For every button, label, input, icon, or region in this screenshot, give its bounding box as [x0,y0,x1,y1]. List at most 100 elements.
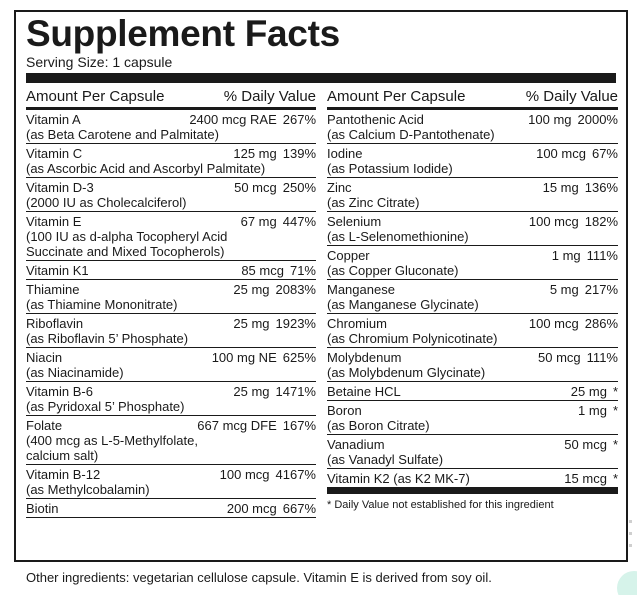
nutrient-name: Molybdenum [327,350,402,365]
nutrient-daily-value: 250% [282,180,316,195]
right-column-header: Amount Per Capsule % Daily Value [327,86,618,110]
footnote-divider [327,488,618,494]
nutrient-row: Biotin 200 mcg 667% [26,499,316,518]
serving-size: Serving Size: 1 capsule [26,54,173,70]
nutrient-amount: 50 mcg [564,437,607,452]
nutrient-amount: 1 mg [551,248,581,263]
nutrient-name: Pantothenic Acid [327,112,424,127]
nutrient-row: Betaine HCL 25 mg * [327,382,618,401]
nutrient-name: Vitamin K2 (as K2 MK-7) [327,471,470,486]
nutrient-amount: 25 mg [233,316,270,331]
nutrient-amount: 100 mg [528,112,572,127]
nutrient-source: (as Potassium Iodide) [327,161,453,176]
decorative-dots [629,520,633,550]
nutrient-daily-value: 139% [282,146,316,161]
nutrient-amount: 200 mcg [226,501,277,516]
nutrient-name: Betaine HCL [327,384,401,399]
nutrient-amount: 15 mcg [564,471,607,486]
nutrient-amount: 15 mg [542,180,579,195]
nutrient-daily-value: * [612,403,618,418]
nutrient-row: Folate 667 mcg DFE 167% (400 mcg as L-5-Met… [26,416,316,465]
nutrient-source: (as Calcium D-Pantothenate) [327,127,495,142]
nutrient-amount: 100 mcg [528,214,579,229]
nutrient-name: Vitamin D-3 [26,180,94,195]
nutrient-daily-value: 217% [584,282,618,297]
nutrient-daily-value: 136% [584,180,618,195]
nutrient-amount: 50 mcg [234,180,277,195]
panel-title: Supplement Facts [26,13,340,54]
nutrient-source: Succinate and Mixed Tocopherols) [26,244,225,259]
nutrient-row: Vitamin D-3 50 mcg 250% (2000 IU as Choleca… [26,178,316,212]
nutrient-name: Vitamin B-12 [26,467,101,482]
nutrient-amount: 100 mcg [536,146,586,161]
nutrient-row: Vitamin B-6 25 mg 1471% (as Pyridoxal 5’ Ph… [26,382,316,416]
nutrient-row: Boron 1 mg * (as Boron Citrate) [327,401,618,435]
nutrient-row: Vitamin C 125 mg 139% (as Ascorbic Acid and… [26,144,316,178]
nutrient-name: Folate [26,418,63,433]
nutrient-daily-value: 447% [282,214,316,229]
nutrient-amount: 25 mg [570,384,607,399]
nutrient-daily-value: 111% [586,248,618,263]
nutrient-source: (as Chromium Polynicotinate) [327,331,498,346]
nutrient-source: (as Pyridoxal 5’ Phosphate) [26,399,185,414]
nutrient-source: (400 mcg as L-5-Methylfolate, [26,433,198,448]
nutrient-row: Vanadium 50 mcg * (as Vanadyl Sulfate) [327,435,618,469]
nutrient-row: Zinc 15 mg 136% (as Zinc Citrate) [327,178,618,212]
nutrient-source: (as Niacinamide) [26,365,124,380]
decorative-circle [617,571,637,595]
amount-header: Amount Per Capsule [26,88,165,105]
nutrient-name: Boron [327,403,362,418]
nutrient-row: Vitamin B-12 100 mcg 4167% (as Methylcobala… [26,465,316,499]
nutrient-amount: 1 mg [578,403,607,418]
nutrient-name: Vitamin E [26,214,82,229]
nutrient-source: (as Zinc Citrate) [327,195,420,210]
amount-header: Amount Per Capsule [327,88,466,105]
header-divider [26,73,616,83]
nutrient-row: Manganese 5 mg 217% (as Manganese Glycinate… [327,280,618,314]
nutrient-row: Selenium 100 mcg 182% (as L-Selenomethionin… [327,212,618,246]
nutrient-row: Chromium 100 mcg 286% (as Chromium Polynico… [327,314,618,348]
right-nutrient-list: Pantothenic Acid 100 mg 2000% (as Calcium D… [327,110,618,488]
nutrient-source: (as Copper Gluconate) [327,263,459,278]
nutrient-row: Copper 1 mg 111% (as Copper Gluconate) [327,246,618,280]
nutrient-daily-value: 111% [586,350,618,365]
nutrient-daily-value: 67% [591,146,618,161]
nutrient-name: Vitamin C [26,146,83,161]
nutrient-source: (as Methylcobalamin) [26,482,150,497]
nutrient-amount: 2400 mcg RAE [189,112,277,127]
nutrient-name: Vitamin A [26,112,81,127]
nutrient-source: (2000 IU as Cholecalciferol) [26,195,187,210]
right-column: Amount Per Capsule % Daily Value Pantoth… [327,86,618,512]
nutrient-daily-value: 286% [584,316,618,331]
nutrient-source: (100 IU as d-alpha Tocopheryl Acid [26,229,228,244]
nutrient-row: Thiamine 25 mg 2083% (as Thiamine Mononitra… [26,280,316,314]
nutrient-amount: 667 mcg DFE [197,418,277,433]
nutrient-daily-value: 2000% [577,112,618,127]
nutrient-name: Copper [327,248,370,263]
nutrient-name: Niacin [26,350,63,365]
nutrient-amount: 100 mcg [528,316,579,331]
nutrient-name: Iodine [327,146,363,161]
nutrient-source: (as Thiamine Mononitrate) [26,297,178,312]
nutrient-row: Vitamin K1 85 mcg 71% [26,261,316,280]
nutrient-name: Vanadium [327,437,385,452]
nutrient-row: Vitamin E 67 mg 447% (100 IU as d-alpha Toc… [26,212,316,261]
nutrient-source: calcium salt) [26,448,99,463]
other-ingredients: Other ingredients: vegetarian cellulose … [26,570,492,585]
nutrient-source: (as Manganese Glycinate) [327,297,479,312]
nutrient-name: Riboflavin [26,316,84,331]
nutrient-amount: 67 mg [240,214,277,229]
nutrient-daily-value: * [612,471,618,486]
footnote: * Daily Value not established for this i… [327,499,554,511]
nutrient-source: (as L-Selenomethionine) [327,229,469,244]
nutrient-amount: 5 mg [549,282,579,297]
nutrient-row: Niacin 100 mg NE 625% (as Niacinamide) [26,348,316,382]
nutrient-name: Vitamin K1 [26,263,89,278]
nutrient-name: Zinc [327,180,352,195]
nutrient-daily-value: 71% [289,263,316,278]
dv-header: % Daily Value [525,88,618,105]
nutrient-name: Biotin [26,501,59,516]
nutrient-name: Manganese [327,282,395,297]
nutrient-daily-value: 4167% [275,467,316,482]
nutrient-daily-value: 1923% [275,316,316,331]
